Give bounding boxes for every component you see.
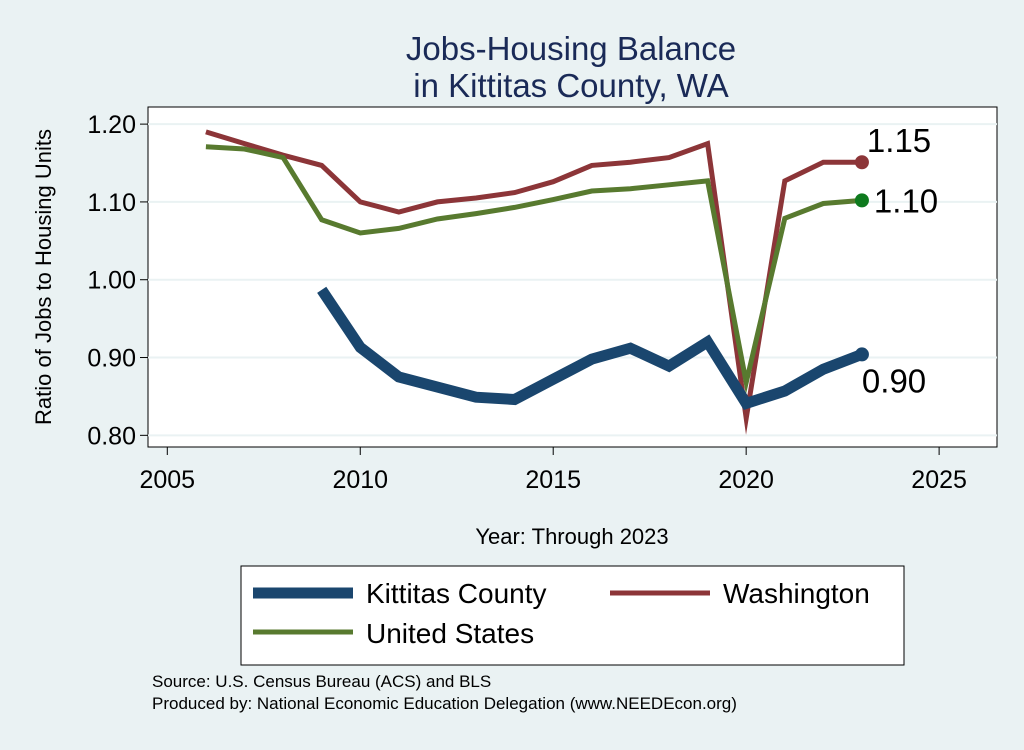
series-line-washington (205, 129, 862, 435)
series-lines (205, 129, 864, 435)
axes: 0.80 0.90 1.00 1.10 1.20 2005 2010 2015 2020 2025 (87, 111, 967, 494)
end-marker-kittitas (854, 347, 869, 362)
y-tick-label-1-00: 1.00 (87, 267, 136, 295)
x-tick-label-2015: 2015 (525, 466, 581, 494)
y-tick-label-1-20: 1.20 (87, 111, 136, 139)
producer-note: Produced by: National Economic Education… (152, 694, 737, 713)
legend-box (240, 565, 905, 666)
x-axis-title: Year: Through 2023 (475, 524, 668, 549)
x-tick-label-2020: 2020 (718, 466, 774, 494)
legend: Kittitas County Washington United States (240, 565, 905, 666)
end-label-washington: 1.15 (867, 122, 931, 159)
y-tick-label-0-80: 0.80 (87, 422, 136, 450)
end-marker-united-states (854, 193, 869, 208)
source-note: Source: U.S. Census Bureau (ACS) and BLS (152, 672, 491, 691)
chart-title-line-1: Jobs-Housing Balance (406, 30, 736, 67)
x-tick-label-2025: 2025 (911, 466, 967, 494)
series-line-united-states (205, 144, 863, 395)
series-line-kittitas (317, 286, 864, 410)
legend-label-united-states: United States (366, 618, 534, 649)
legend-label-kittitas: Kittitas County (366, 578, 547, 609)
x-tick-label-2005: 2005 (139, 466, 195, 494)
end-markers: 1.15 1.10 0.90 (854, 122, 938, 399)
end-label-united-states: 1.10 (874, 182, 938, 219)
y-axis-title: Ratio of Jobs to Housing Units (31, 129, 56, 425)
y-tick-label-0-90: 0.90 (87, 345, 136, 373)
x-tick-label-2010: 2010 (332, 466, 388, 494)
legend-label-washington: Washington (723, 578, 870, 609)
end-marker-washington (854, 155, 869, 170)
chart-title-line-2: in Kittitas County, WA (413, 67, 728, 104)
end-label-kittitas: 0.90 (862, 362, 926, 399)
y-tick-label-1-10: 1.10 (87, 189, 136, 217)
